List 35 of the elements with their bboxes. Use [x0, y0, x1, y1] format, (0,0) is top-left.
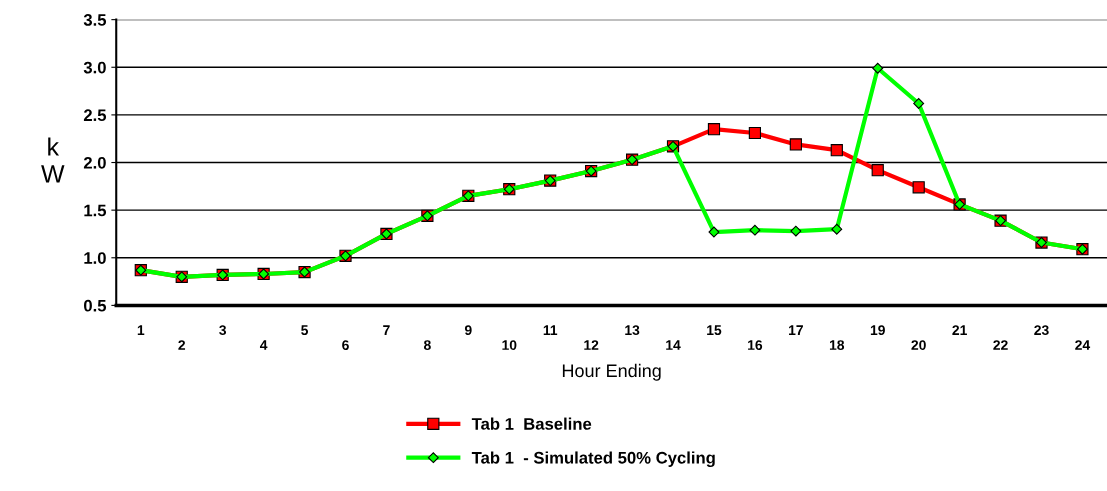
x-tick-label: 12	[584, 340, 599, 350]
x-tick-label: 6	[342, 340, 349, 351]
y-tick-label: 1.0	[84, 252, 106, 264]
x-tick-label: 3	[219, 325, 227, 336]
x-tick-label: 11	[543, 325, 558, 335]
x-tick-label: 10	[502, 340, 517, 351]
x-tick-label: 20	[911, 340, 926, 351]
x-tick-label: 24	[1075, 340, 1091, 350]
x-tick-label: 22	[993, 340, 1008, 350]
x-tick-label: 8	[423, 340, 431, 351]
x-tick-label: 21	[952, 325, 967, 335]
x-tick-label: 13	[625, 325, 640, 336]
x-axis-title: Hour Ending	[562, 363, 661, 381]
x-tick-label: 23	[1034, 325, 1049, 336]
y-tick-label: 3.5	[83, 14, 107, 26]
legend-label: Tab 1 - Simulated 50% Cycling	[471, 451, 715, 468]
x-tick-label: 18	[829, 340, 845, 351]
x-tick-label: 17	[789, 325, 803, 335]
x-tick-label: 16	[748, 340, 763, 351]
x-tick-label: 15	[707, 325, 722, 336]
x-tick-label: 9	[464, 325, 472, 336]
x-tick-label: 7	[383, 325, 390, 335]
y-tick-label: 1.5	[84, 204, 107, 217]
y-tick-label: 2.5	[83, 109, 107, 122]
x-tick-label: 4	[259, 340, 268, 350]
y-tick-label: 0.5	[84, 299, 107, 312]
x-tick-label: 5	[301, 325, 309, 336]
x-tick-label: 1	[137, 325, 145, 335]
y-tick-label: 2.0	[83, 156, 106, 169]
y-tick-label: 3.0	[83, 61, 106, 74]
y-axis-title: k W	[41, 137, 65, 183]
x-tick-label: 14	[666, 340, 681, 350]
x-tick-label: 19	[870, 325, 885, 336]
x-tick-label: 2	[178, 340, 186, 350]
legend-label: Tab 1 Baseline	[471, 417, 592, 430]
